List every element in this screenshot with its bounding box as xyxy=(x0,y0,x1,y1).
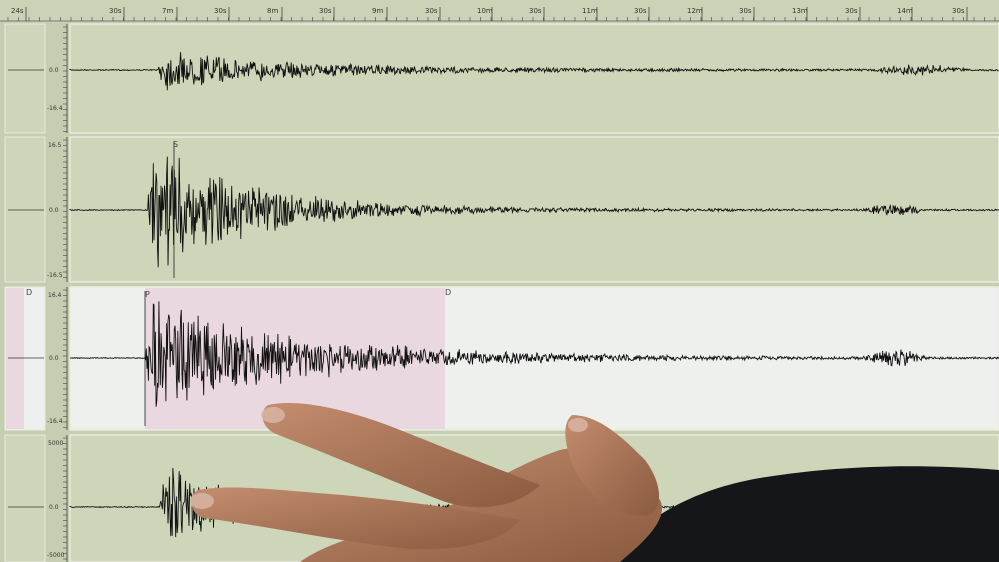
channel-3[interactable]: D D 16.4 0.0 -16.4 P xyxy=(4,286,999,431)
ruler-label: 30s xyxy=(739,7,752,15)
index-finger xyxy=(262,402,540,508)
ruler-label: 30s xyxy=(845,7,858,15)
time-ruler: 24s 30s 7m 30s 8m 30s 9m 30s 10m 30s 11m 30s 12m 30s 1… xyxy=(0,0,999,22)
ruler-label: 30s xyxy=(109,7,122,15)
phase-marker: P xyxy=(145,290,150,299)
ruler-label: 12m xyxy=(687,7,703,15)
amplitude-scale: 16.5 0.0 -16.5 xyxy=(47,137,68,282)
ruler-label: 10m xyxy=(477,7,493,15)
scale-bottom-label: -16.4 xyxy=(47,105,63,112)
channel-2[interactable]: 16.5 0.0 -16.5 S xyxy=(4,136,999,283)
selection-end-marker: D xyxy=(445,288,451,297)
amplitude-scale: 16.4 0.0 -16.4 xyxy=(47,287,68,430)
seismic-waveform xyxy=(69,156,999,268)
sleeve xyxy=(610,466,999,562)
channel-overview-panel xyxy=(4,23,46,134)
ruler-label: 30s xyxy=(952,7,965,15)
channel-1[interactable]: 0.0 -16.4 xyxy=(4,23,999,134)
scale-zero-label: 0.0 xyxy=(49,504,59,511)
ruler-label: 30s xyxy=(425,7,438,15)
scale-zero-label: 0.0 xyxy=(49,207,59,214)
ruler-label: 30s xyxy=(529,7,542,15)
scale-zero-label: 0.0 xyxy=(49,67,59,74)
ruler-label: 24s xyxy=(11,7,24,15)
thumb xyxy=(565,415,660,516)
seismic-waveform xyxy=(69,301,999,407)
ruler-label: 8m xyxy=(267,7,278,15)
ruler-label: 9m xyxy=(372,7,383,15)
ruler-label: 14m xyxy=(897,7,913,15)
amplitude-scale: 0.0 -16.4 xyxy=(47,24,68,133)
ruler-label: 30s xyxy=(319,7,332,15)
amplitude-scale: 5000 0.0 -5000 xyxy=(47,435,68,562)
seismic-waveform xyxy=(69,52,999,91)
left-marker: D xyxy=(26,288,32,297)
middle-finger xyxy=(190,487,520,550)
channel-overview-panel xyxy=(4,434,46,562)
scale-bottom-label: -16.5 xyxy=(47,272,63,279)
hand xyxy=(190,402,999,562)
scale-top-label: 5000 xyxy=(48,440,63,447)
ruler-label: 13m xyxy=(792,7,808,15)
ruler-label: 7m xyxy=(162,7,173,15)
scale-zero-label: 0.0 xyxy=(49,355,59,362)
phase-marker: S xyxy=(173,140,178,149)
scale-top-label: 16.5 xyxy=(48,142,62,149)
scale-top-label: 16.4 xyxy=(48,292,62,299)
ruler-label: 11m xyxy=(582,7,598,15)
scale-bottom-label: -5000 xyxy=(47,552,65,559)
ruler-label: 30s xyxy=(634,7,647,15)
channel-overview-panel xyxy=(4,136,46,283)
scale-bottom-label: -16.4 xyxy=(47,418,63,425)
channel-plot-area[interactable] xyxy=(69,23,999,134)
ruler-label: 30s xyxy=(214,7,227,15)
